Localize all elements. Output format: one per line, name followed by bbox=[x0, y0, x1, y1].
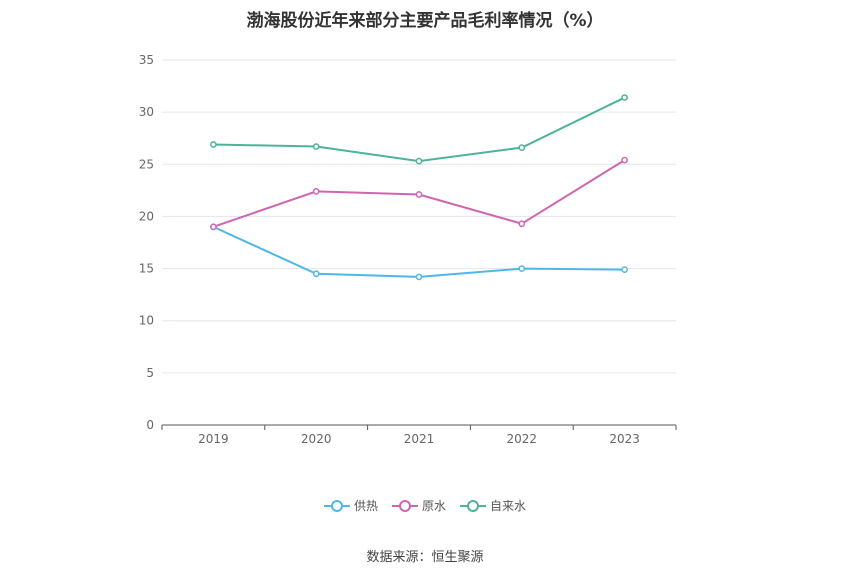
y-axis-ticks: 0 5 10 15 20 25 30 35 bbox=[139, 53, 154, 432]
legend-item[interactable]: 供热 bbox=[323, 497, 378, 514]
legend-label: 供热 bbox=[353, 499, 378, 513]
data-point bbox=[210, 223, 217, 231]
legend-item[interactable]: 原水 bbox=[391, 497, 446, 514]
y-tick-label: 30 bbox=[139, 105, 154, 119]
data-point bbox=[312, 143, 320, 150]
y-tick-label: 20 bbox=[139, 209, 154, 223]
y-tick-label: 15 bbox=[139, 262, 154, 276]
y-tick-label: 25 bbox=[139, 157, 154, 171]
data-point bbox=[621, 156, 628, 164]
series-line bbox=[212, 225, 625, 278]
data-point bbox=[210, 141, 217, 148]
x-axis-ticks: 2019 2020 2021 2022 2023 bbox=[161, 425, 677, 446]
x-tick-label: 2021 bbox=[404, 432, 435, 446]
data-point bbox=[415, 273, 423, 281]
data-point bbox=[415, 157, 423, 165]
series-group bbox=[210, 94, 628, 281]
y-tick-label: 35 bbox=[139, 53, 154, 67]
legend-swatch bbox=[460, 499, 486, 512]
data-point bbox=[518, 220, 526, 228]
chart-title: 渤海股份近年来部分主要产品毛利率情况（%） bbox=[246, 11, 604, 31]
x-tick-label: 2019 bbox=[198, 432, 229, 446]
gridlines bbox=[162, 59, 676, 374]
legend: 供热 原水 自来水 bbox=[0, 497, 850, 514]
legend-label: 自来水 bbox=[490, 499, 527, 513]
data-point bbox=[312, 188, 320, 195]
legend-swatch bbox=[323, 499, 350, 512]
legend-label: 原水 bbox=[421, 499, 446, 513]
y-tick-label: 5 bbox=[146, 366, 154, 380]
x-tick-label: 2020 bbox=[301, 432, 332, 446]
x-tick-label: 2022 bbox=[507, 432, 538, 446]
x-tick-label: 2023 bbox=[609, 432, 640, 446]
y-tick-label: 0 bbox=[146, 418, 154, 432]
data-point bbox=[415, 191, 423, 198]
data-point bbox=[518, 265, 526, 272]
y-tick-label: 10 bbox=[139, 314, 154, 328]
legend-swatch bbox=[391, 499, 418, 512]
data-point bbox=[621, 266, 628, 273]
data-point bbox=[518, 144, 526, 151]
series-line bbox=[213, 96, 626, 163]
data-source: 数据来源：恒生聚源 bbox=[366, 550, 484, 565]
data-point bbox=[312, 270, 320, 278]
legend-item[interactable]: 自来水 bbox=[460, 497, 526, 514]
data-point bbox=[621, 94, 628, 101]
